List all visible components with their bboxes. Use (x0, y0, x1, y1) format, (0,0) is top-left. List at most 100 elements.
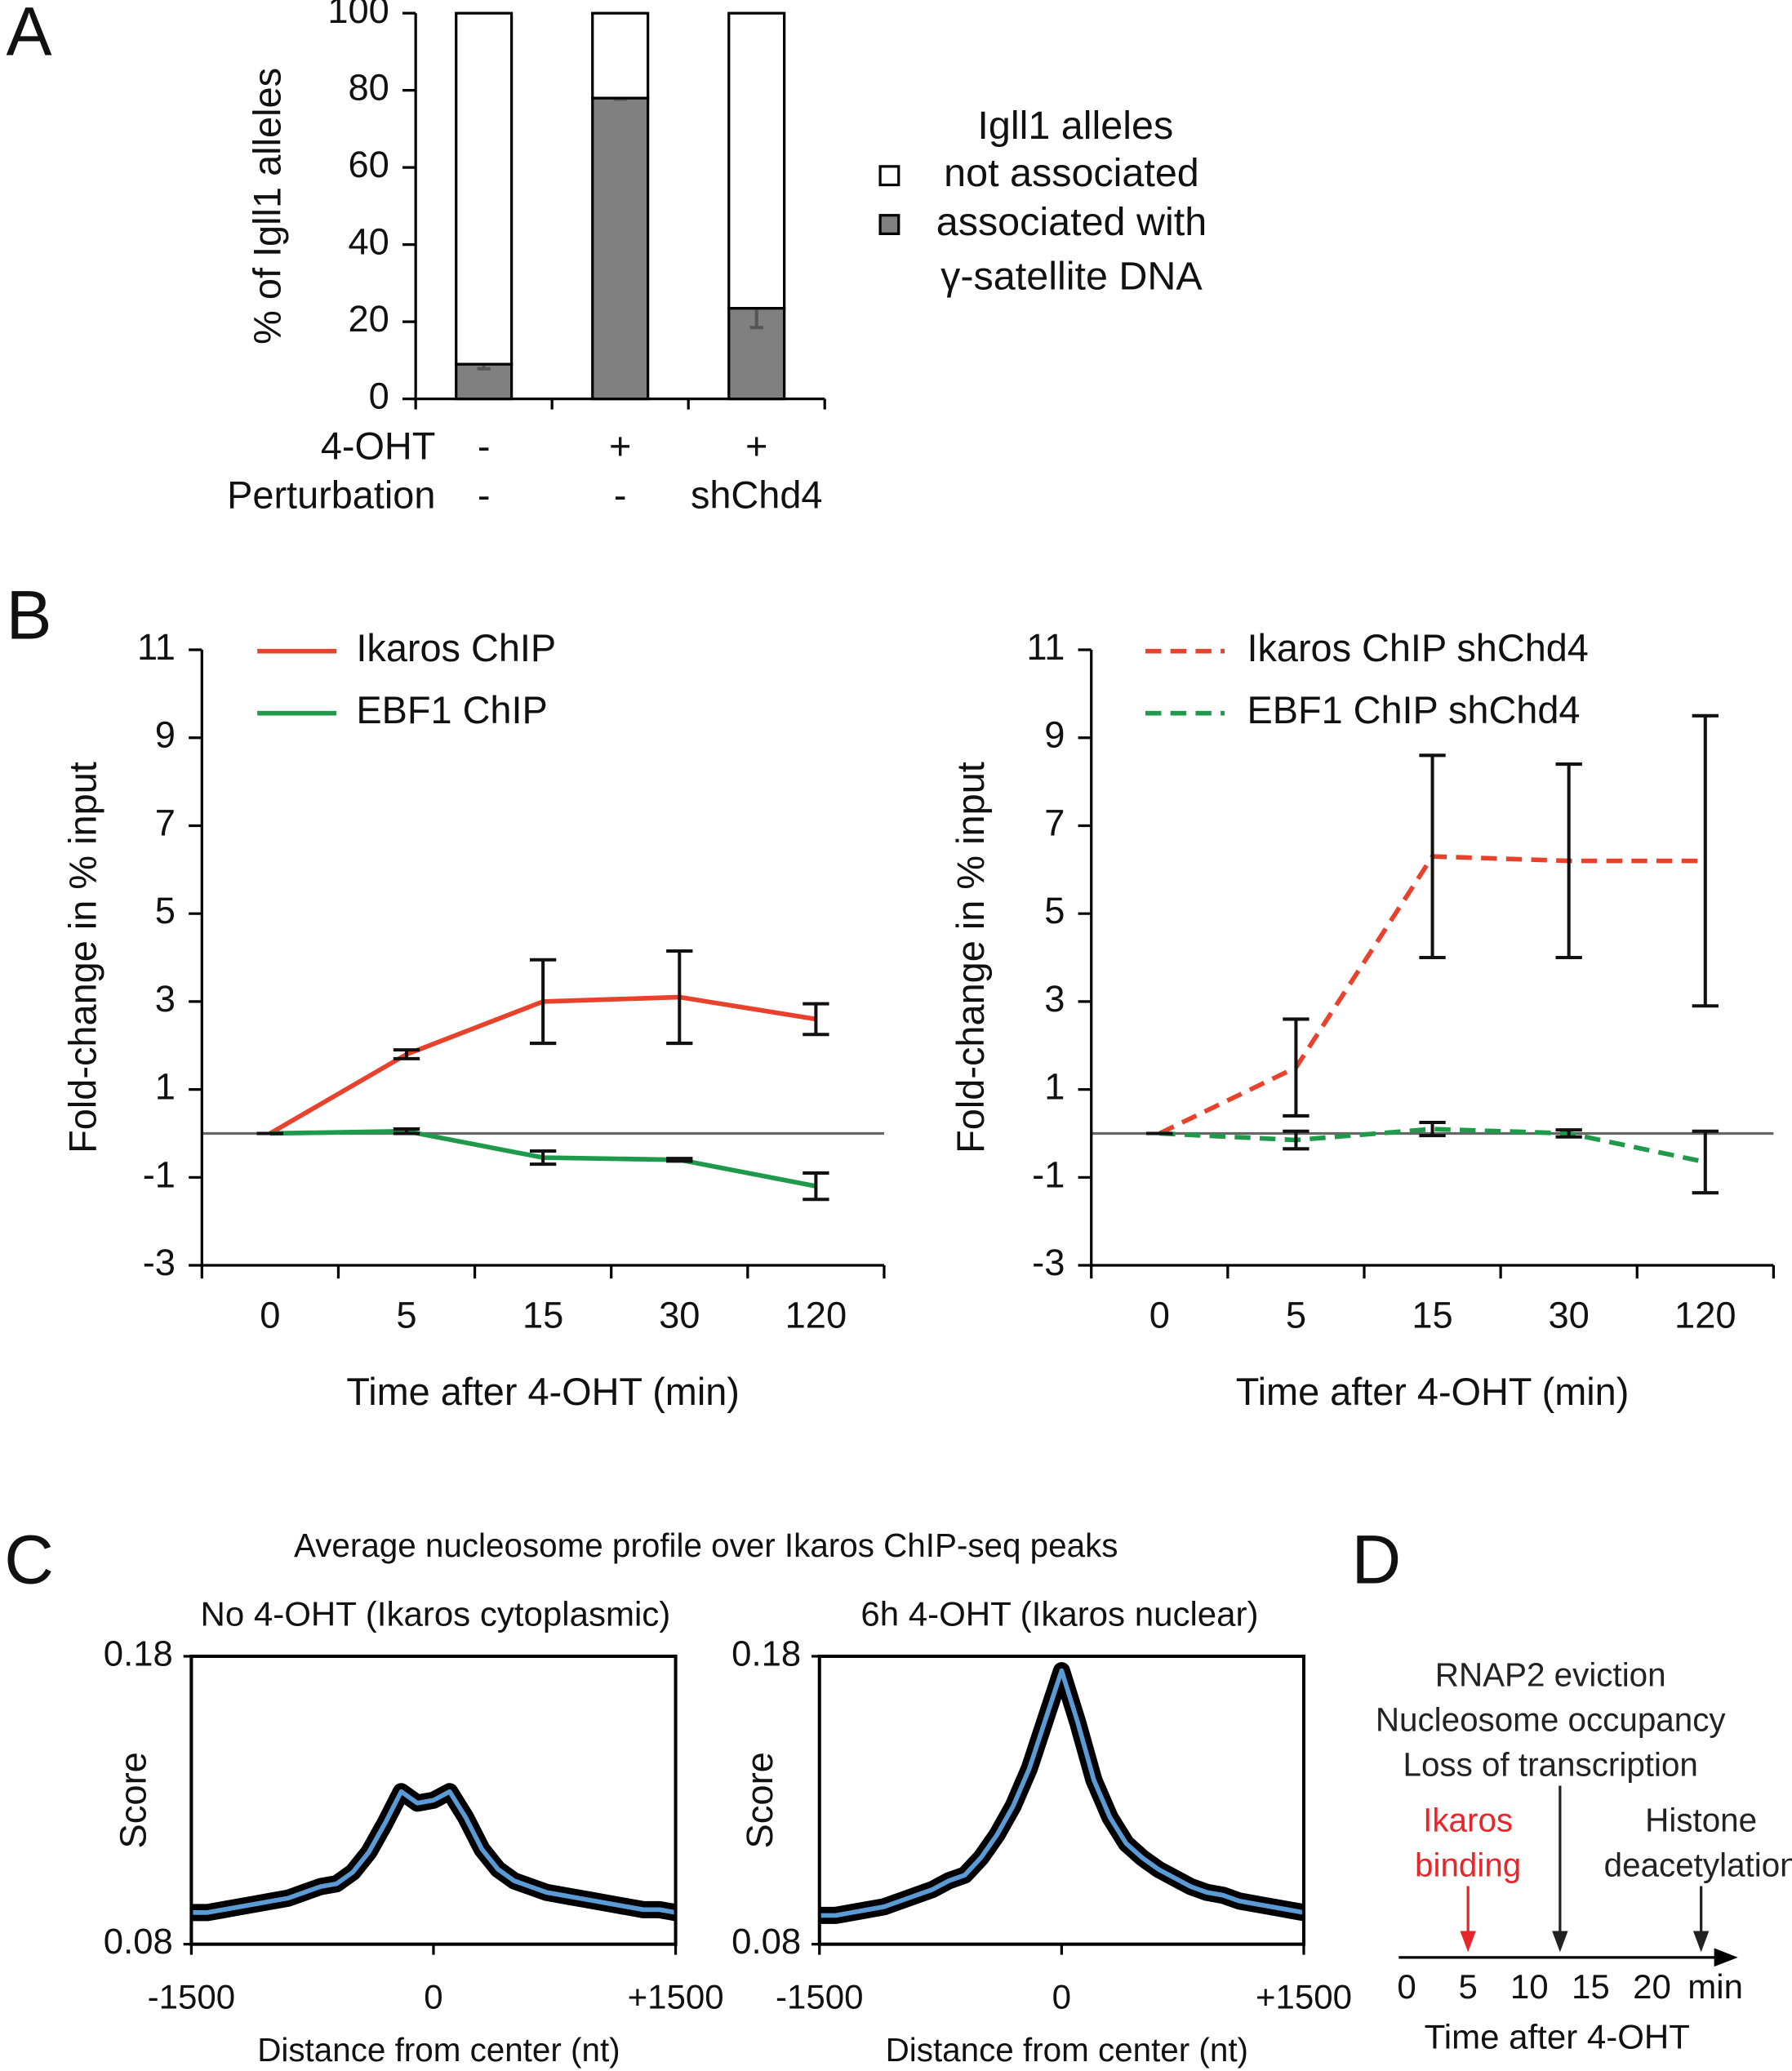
y-tick-label: 7 (1044, 802, 1065, 843)
axis-arrowhead (1714, 1948, 1738, 1967)
y-axis-label: Score (112, 1752, 153, 1848)
y-tick-label: 1 (1044, 1066, 1065, 1108)
x-tick-label: 0 (1149, 1295, 1170, 1336)
category-label: shChd4 (691, 473, 822, 516)
bar-segment (727, 11, 786, 310)
y-tick-label: 11 (137, 626, 176, 668)
event-label: Loss of transcription (1403, 1746, 1698, 1784)
event-label: deacetylation (1604, 1846, 1792, 1883)
legend-label: not associated (944, 151, 1199, 195)
x-axis-label: Distance from center (nt) (886, 2031, 1248, 2069)
x-tick-label: 0 (1052, 1978, 1071, 2016)
row-label: Perturbation (227, 473, 435, 516)
subtitle: 6h 4-OHT (Ikaros nuclear) (860, 1595, 1258, 1633)
panel-letter: D (1352, 1522, 1402, 1598)
y-tick-label: 0.18 (104, 1633, 173, 1673)
x-tick-label: 15 (1572, 1967, 1610, 2006)
event-label: Histone (1645, 1801, 1757, 1838)
panel-letter: A (7, 0, 52, 70)
event-label: binding (1415, 1846, 1521, 1883)
bar-segment (455, 11, 514, 366)
x-axis-label: Time after 4-OHT (1425, 2017, 1690, 2055)
panel-title: Average nucleosome profile over Ikaros C… (294, 1527, 1118, 1564)
category-label: - (478, 424, 491, 467)
x-tick-label: 30 (1549, 1295, 1590, 1336)
bar-segment (591, 96, 650, 401)
y-tick-label: 3 (1044, 978, 1065, 1020)
x-tick-label: 120 (1674, 1295, 1736, 1336)
y-tick-label: -3 (1032, 1242, 1065, 1283)
y-tick-label: 0.08 (104, 1922, 173, 1962)
legend-label: associated with γ-satellite DNA (936, 200, 1207, 299)
legend-label: Ikaros ChIP shChd4 (1247, 627, 1588, 669)
y-tick-label: 9 (1044, 714, 1065, 756)
y-tick-label: -1 (1032, 1153, 1065, 1195)
y-tick-label: 0.08 (731, 1922, 801, 1962)
series-line (1159, 1127, 1706, 1165)
legend-title: Igll1 alleles (977, 104, 1173, 148)
y-tick-label: -1 (143, 1153, 176, 1195)
category-label: - (614, 473, 627, 516)
y-tick-label: 5 (155, 890, 176, 931)
x-tick-label: 5 (1458, 1967, 1477, 2006)
legend-label: Ikaros ChIP (356, 627, 556, 669)
x-axis-label: Time after 4-OHT (min) (1236, 1371, 1630, 1413)
y-tick-label: 5 (1044, 890, 1065, 931)
unit-label: min (1688, 1967, 1743, 2006)
y-tick-label: 100 (327, 0, 389, 31)
x-tick-label: +1500 (628, 1978, 724, 2016)
panel-letter: B (7, 577, 52, 654)
y-tick-label: 80 (348, 67, 389, 109)
legend-swatch (878, 214, 900, 236)
y-tick-label: 3 (155, 978, 176, 1020)
x-tick-label: 20 (1633, 1967, 1671, 2006)
subtitle: No 4-OHT (Ikaros cytoplasmic) (200, 1595, 670, 1633)
y-tick-label: 9 (155, 714, 176, 756)
x-tick-label: 120 (785, 1295, 847, 1336)
x-tick-label: 0 (260, 1295, 280, 1336)
x-axis-label: Time after 4-OHT (min) (346, 1371, 740, 1413)
x-tick-label: 15 (1412, 1295, 1452, 1336)
y-tick-label: 60 (348, 144, 389, 185)
legend-label: EBF1 ChIP shChd4 (1247, 689, 1580, 731)
x-tick-label: 10 (1510, 1967, 1549, 2006)
y-tick-label: 11 (1026, 626, 1065, 668)
x-tick-label: -1500 (148, 1978, 235, 2016)
legend-swatch (878, 165, 900, 187)
x-tick-label: 15 (522, 1295, 563, 1336)
event-arrowhead (1552, 1931, 1568, 1953)
y-tick-label: 0 (369, 376, 389, 417)
y-tick-label: 40 (348, 221, 389, 263)
event-label: Ikaros (1423, 1801, 1513, 1838)
y-axis-label: Fold-change in % input (949, 762, 992, 1153)
x-tick-label: +1500 (1256, 1978, 1352, 2016)
y-axis-label: Score (739, 1752, 780, 1848)
category-label: + (609, 424, 631, 467)
bar-segment (591, 11, 650, 100)
event-label: Nucleosome occupancy (1376, 1701, 1727, 1739)
x-tick-label: 30 (659, 1295, 700, 1336)
category-label: - (478, 473, 491, 516)
x-tick-label: 0 (424, 1978, 442, 2016)
y-tick-label: -3 (143, 1242, 176, 1283)
event-arrowhead (1460, 1931, 1476, 1953)
smoothed-line (191, 1789, 677, 1915)
x-tick-label: 5 (396, 1295, 416, 1336)
panel-letter: C (4, 1522, 54, 1598)
y-tick-label: 20 (348, 298, 389, 340)
y-axis-label: % of Igll1 alleles (247, 68, 289, 344)
category-label: + (745, 424, 767, 467)
x-axis-label: Distance from center (nt) (257, 2031, 620, 2069)
smoothed-line (819, 1668, 1305, 1918)
y-tick-label: 0.18 (731, 1633, 801, 1673)
x-tick-label: 5 (1286, 1295, 1306, 1336)
legend-label: EBF1 ChIP (356, 689, 547, 731)
row-label: 4-OHT (321, 424, 436, 467)
x-tick-label: -1500 (776, 1978, 863, 2016)
x-tick-label: 0 (1397, 1967, 1416, 2006)
y-axis-label: Fold-change in % input (61, 762, 104, 1153)
y-tick-label: 7 (155, 802, 176, 843)
event-arrowhead (1692, 1931, 1710, 1953)
